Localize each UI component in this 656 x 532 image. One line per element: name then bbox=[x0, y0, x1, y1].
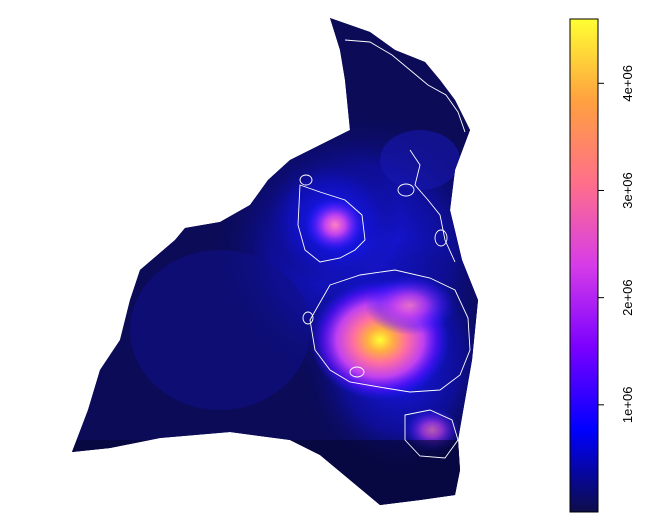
colorbar-gradient bbox=[569, 18, 599, 513]
map-region bbox=[72, 18, 478, 505]
colorbar-tick-label: 1e+06 bbox=[620, 387, 635, 424]
contour-northwest-cluster bbox=[297, 184, 366, 263]
colorbar-legend: 1e+06 2e+06 3e+06 4e+06 bbox=[569, 18, 635, 513]
contour-south-spot bbox=[404, 409, 459, 459]
contour-small-3 bbox=[434, 229, 448, 247]
colorbar-tick-label: 2e+06 bbox=[620, 279, 635, 316]
colorbar-tick-label: 3e+06 bbox=[620, 172, 635, 209]
contour-lines bbox=[297, 39, 471, 459]
contour-main-cluster bbox=[309, 269, 471, 393]
contour-small-1 bbox=[299, 174, 313, 186]
contour-north bbox=[344, 39, 466, 133]
contour-small-4 bbox=[302, 311, 314, 325]
colorbar-ticks: 1e+06 2e+06 3e+06 4e+06 bbox=[598, 65, 635, 423]
contour-small-2 bbox=[397, 183, 415, 197]
contour-small-5 bbox=[349, 366, 365, 378]
colorbar-tick-label: 4e+06 bbox=[620, 65, 635, 102]
density-field bbox=[72, 18, 478, 505]
contour-east-edge bbox=[409, 149, 456, 263]
